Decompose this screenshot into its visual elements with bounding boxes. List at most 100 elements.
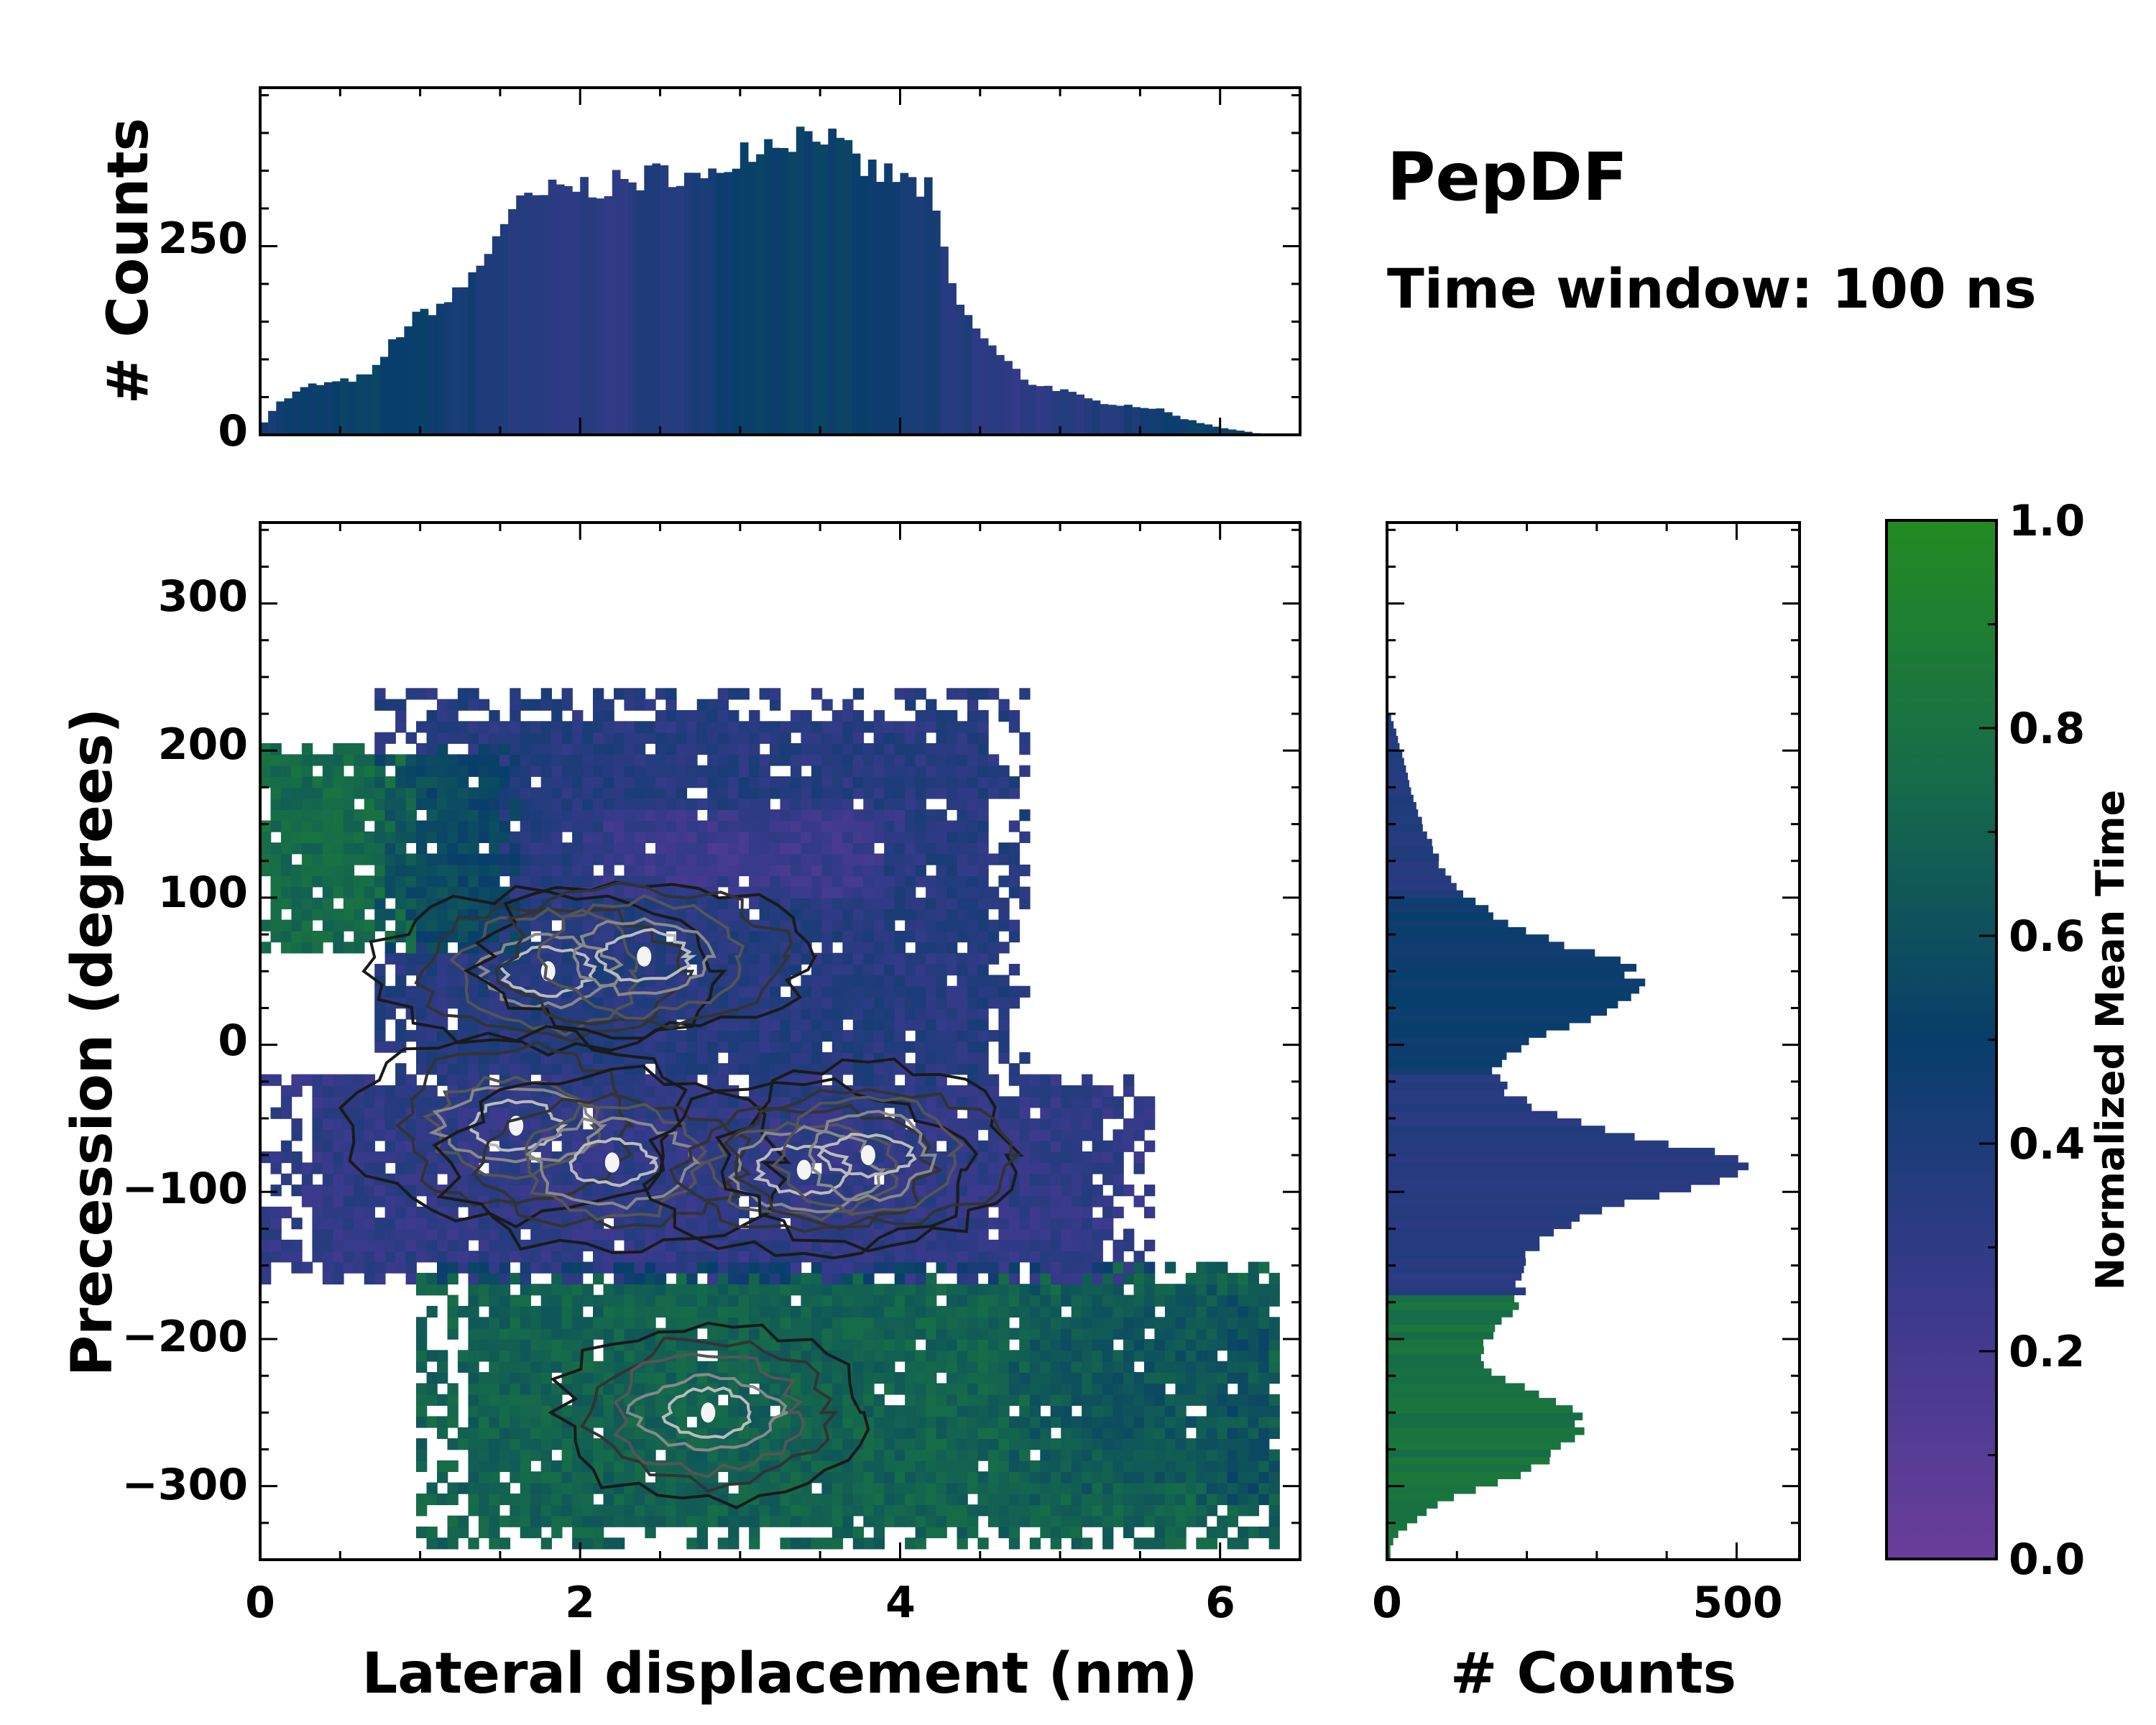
- heatmap-cell: [676, 710, 688, 722]
- heatmap-cell: [821, 1052, 833, 1064]
- heatmap-cell: [977, 1218, 989, 1230]
- top-histogram-bar: [803, 131, 813, 435]
- heatmap-cell: [593, 853, 604, 865]
- heatmap-cell: [842, 1317, 854, 1329]
- heatmap-cell: [842, 1482, 854, 1494]
- heatmap-cell: [686, 1361, 698, 1373]
- heatmap-cell: [863, 1361, 875, 1373]
- heatmap-cell: [1050, 1339, 1061, 1351]
- heatmap-cell: [489, 1328, 500, 1340]
- heatmap-cell: [1050, 1394, 1061, 1406]
- heatmap-cell: [270, 897, 282, 910]
- heatmap-cell: [749, 931, 760, 943]
- heatmap-cell: [811, 831, 823, 843]
- heatmap-cell: [821, 809, 833, 822]
- heatmap-cell: [572, 919, 584, 932]
- heatmap-cell: [551, 1228, 563, 1241]
- heatmap-cell: [738, 820, 750, 832]
- heatmap-cell: [967, 831, 979, 843]
- heatmap-cell: [863, 1118, 875, 1131]
- heatmap-cell: [749, 897, 760, 910]
- heatmap-cell: [520, 1129, 531, 1141]
- heatmap-cell: [894, 1151, 906, 1164]
- heatmap-cell: [582, 776, 594, 788]
- heatmap-cell: [791, 1350, 802, 1362]
- heatmap-cell: [977, 1471, 989, 1484]
- heatmap-cell: [905, 964, 916, 976]
- heatmap-cell: [405, 864, 417, 877]
- heatmap-cell: [801, 853, 812, 865]
- heatmap-cell: [770, 831, 781, 843]
- heatmap-cell: [426, 1162, 438, 1174]
- heatmap-cell: [915, 952, 926, 965]
- heatmap-cell: [478, 1317, 490, 1329]
- heatmap-cell: [749, 798, 760, 810]
- heatmap-cell: [551, 952, 563, 965]
- heatmap-cell: [863, 1493, 875, 1506]
- heatmap-cell: [551, 787, 563, 799]
- heatmap-cell: [520, 1526, 531, 1539]
- top-histogram-bar: [908, 177, 917, 435]
- heatmap-cell: [510, 964, 521, 976]
- heatmap-cell: [926, 853, 937, 865]
- heatmap-cell: [957, 732, 968, 744]
- heatmap-cell: [1050, 1218, 1061, 1230]
- heatmap-cell: [791, 1261, 802, 1274]
- heatmap-cell: [1008, 1206, 1021, 1218]
- top-histogram-bar: [476, 265, 485, 435]
- heatmap-cell: [540, 1317, 552, 1329]
- heatmap-cell: [333, 1074, 344, 1086]
- heatmap-cell: [426, 1195, 438, 1208]
- top-histogram-bar: [1171, 415, 1181, 435]
- heatmap-cell: [384, 985, 396, 998]
- heatmap-cell: [354, 897, 365, 910]
- top-histogram-bar: [1060, 389, 1069, 435]
- heatmap-cell: [728, 1052, 740, 1064]
- heatmap-cell: [770, 1493, 781, 1506]
- heatmap-cell: [957, 787, 968, 799]
- heatmap-cell: [728, 710, 740, 722]
- heatmap-cell: [1050, 1294, 1061, 1307]
- heatmap-cell: [863, 1482, 875, 1494]
- heatmap-cell: [842, 1350, 854, 1362]
- heatmap-cell: [384, 1261, 396, 1274]
- heatmap-cell: [759, 787, 770, 799]
- heatmap-cell: [395, 1195, 407, 1208]
- heatmap-cell: [821, 776, 833, 788]
- heatmap-cell: [260, 1074, 272, 1086]
- heatmap-cell: [447, 1272, 459, 1285]
- heatmap-cell: [676, 1361, 688, 1373]
- heatmap-cell: [655, 952, 667, 965]
- top-histogram-bar: [1068, 392, 1077, 435]
- heatmap-cell: [582, 1482, 594, 1494]
- heatmap-cell: [624, 1228, 635, 1241]
- heatmap-cell: [811, 732, 823, 744]
- heatmap-cell: [821, 931, 833, 943]
- heatmap-cell: [707, 809, 719, 822]
- heatmap-cell: [645, 1449, 656, 1461]
- heatmap-cell: [967, 1129, 979, 1141]
- heatmap-cell: [416, 1030, 428, 1042]
- heatmap-cell: [676, 1195, 688, 1208]
- heatmap-cell: [926, 1041, 937, 1053]
- heatmap-cell: [801, 864, 812, 877]
- heatmap-cell: [967, 1394, 979, 1406]
- heatmap-cell: [676, 1218, 688, 1230]
- top-histogram-bar: [548, 179, 557, 435]
- heatmap-cell: [811, 886, 823, 898]
- heatmap-cell: [842, 1328, 854, 1340]
- heatmap-cell: [977, 919, 989, 932]
- heatmap-cell: [873, 754, 885, 766]
- heatmap-cell: [987, 952, 1000, 965]
- heatmap-cell: [291, 1129, 303, 1141]
- heatmap-cell: [645, 765, 656, 777]
- heatmap-cell: [510, 1372, 521, 1384]
- heatmap-cell: [707, 1228, 719, 1241]
- heatmap-cell: [624, 842, 635, 855]
- heatmap-cell: [791, 1328, 802, 1340]
- heatmap-cell: [831, 964, 844, 976]
- heatmap-cell: [905, 1537, 916, 1550]
- heatmap-cell: [873, 1041, 885, 1053]
- heatmap-cell: [770, 931, 781, 943]
- heatmap-cell: [395, 1228, 407, 1241]
